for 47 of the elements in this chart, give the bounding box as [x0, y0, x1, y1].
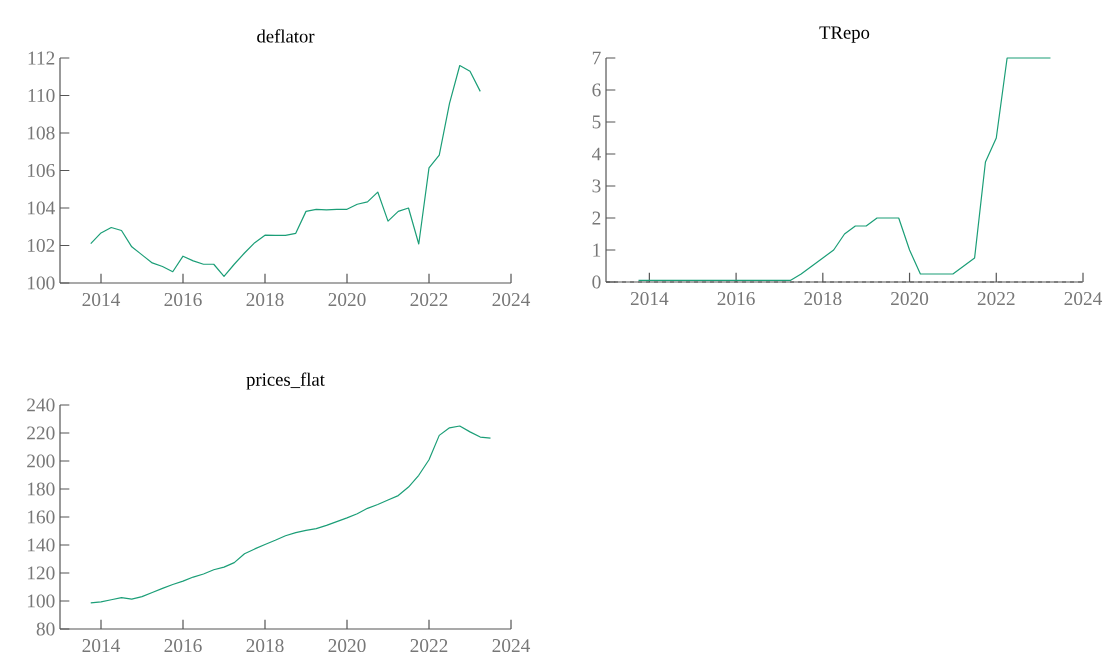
x-tick-label: 2020	[891, 292, 929, 306]
y-tick-label: 140	[27, 538, 55, 552]
x-tick-label: 2014	[82, 639, 121, 653]
y-tick-label: 240	[27, 398, 55, 412]
x-tick-label: 2014	[630, 292, 669, 306]
y-tick-label: 100	[27, 594, 55, 608]
x-tick-label: 2018	[804, 292, 842, 306]
y-tick-label: 112	[28, 51, 55, 65]
x-tick-label: 2022	[410, 293, 448, 307]
x-tick-label: 2018	[246, 293, 284, 307]
y-tick-label: 110	[28, 88, 55, 103]
y-tick-label: 200	[27, 454, 55, 468]
x-tick-label: 2016	[717, 292, 755, 306]
chart-title: deflator	[257, 29, 315, 43]
y-tick-label: 80	[36, 622, 55, 636]
y-tick-label: 7	[592, 51, 601, 65]
x-tick-label: 2016	[164, 639, 202, 653]
y-tick-label: 4	[592, 147, 601, 161]
x-tick-label: 2018	[246, 639, 284, 653]
x-tick-label: 2020	[328, 293, 366, 307]
x-tick-label: 2024	[1064, 292, 1103, 306]
x-tick-label: 2016	[164, 293, 202, 307]
x-tick-label: 2024	[492, 639, 531, 653]
x-tick-label: 2014	[82, 293, 121, 307]
y-tick-label: 0	[592, 275, 601, 289]
x-tick-label: 2022	[977, 292, 1015, 306]
y-tick-label: 220	[27, 426, 55, 440]
y-tick-label: 100	[27, 276, 55, 290]
chart-title: TRepo	[819, 26, 870, 43]
y-tick-label: 2	[592, 211, 601, 225]
chart-title: prices_flat	[246, 372, 325, 390]
y-tick-label: 6	[592, 83, 601, 97]
x-tick-label: 2024	[492, 293, 531, 307]
y-tick-label: 160	[27, 510, 55, 524]
y-tick-label: 180	[27, 482, 55, 496]
line-series	[90, 425, 492, 604]
y-tick-label: 3	[592, 179, 601, 193]
y-tick-label: 5	[592, 115, 601, 129]
y-tick-label: 108	[27, 126, 55, 140]
line-series	[90, 64, 481, 278]
y-tick-label: 106	[27, 163, 55, 178]
x-tick-label: 2020	[328, 639, 366, 653]
y-tick-label: 120	[27, 566, 55, 580]
y-tick-label: 1	[593, 243, 601, 257]
y-tick-label: 102	[27, 238, 55, 253]
x-tick-label: 2022	[410, 639, 448, 653]
y-tick-label: 104	[27, 201, 55, 215]
